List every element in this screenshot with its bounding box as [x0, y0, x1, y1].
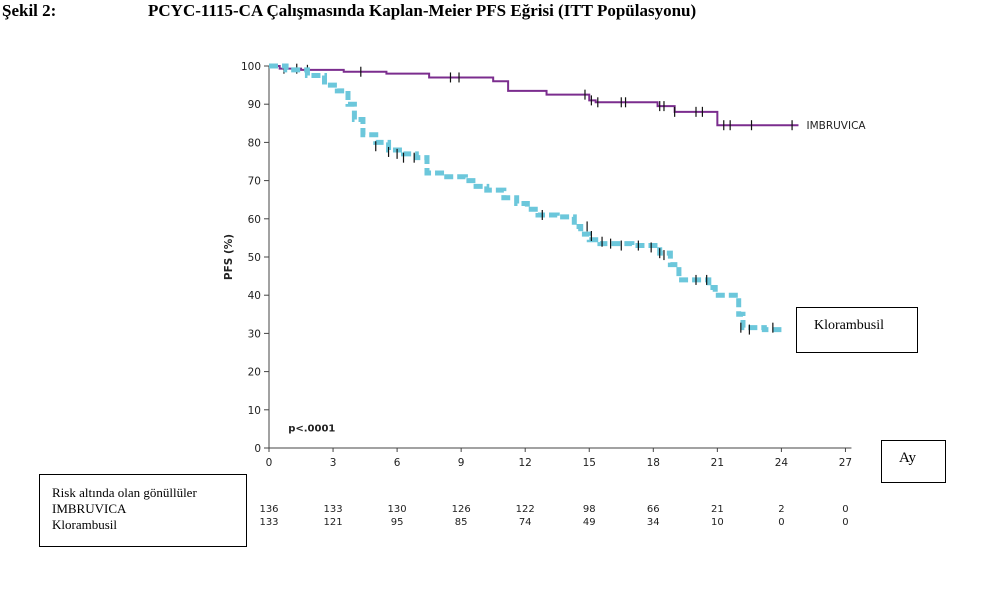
- y-tick-label: 50: [248, 252, 261, 264]
- risk-count-imbruvica: 0: [842, 504, 849, 515]
- risk-count-imbruvica: 126: [451, 504, 471, 515]
- y-axis-label: PFS (%): [223, 234, 235, 280]
- y-tick-label: 80: [248, 137, 261, 149]
- x-tick-label: 3: [330, 457, 337, 469]
- risk-count-imbruvica: 2: [778, 504, 785, 515]
- risk-count-imbruvica: 122: [515, 504, 535, 515]
- y-tick-label: 30: [248, 328, 261, 340]
- x-axis-label: Ay: [899, 450, 916, 466]
- x-tick-label: 0: [266, 457, 273, 469]
- klorambusil-curve: [269, 63, 784, 333]
- x-tick-label: 15: [583, 457, 596, 469]
- risk-count-klorambusil: 74: [518, 517, 532, 528]
- chart-curves: [269, 63, 799, 335]
- x-tick-label: 9: [458, 457, 465, 469]
- klorambusil-label-box: Klorambusil: [796, 307, 918, 353]
- risk-count-imbruvica: 136: [259, 504, 279, 515]
- x-tick-label: 24: [775, 457, 789, 469]
- risk-table-header: Risk altında olan gönüllüler: [52, 485, 197, 500]
- chart-axes: 0 10 20 30 40 50 60 70 80 90 100 0 3 6 9 12 15 18 21 24 27: [241, 61, 852, 469]
- imbruvica-curve: [269, 65, 799, 127]
- risk-count-klorambusil: 34: [646, 517, 660, 528]
- y-tick-label: 90: [248, 99, 261, 111]
- x-tick-label: 12: [519, 457, 532, 469]
- figure-title-text: PCYC-1115-CA Çalışmasında Kaplan-Meier P…: [148, 1, 697, 20]
- risk-count-klorambusil: 121: [323, 517, 343, 528]
- risk-count-klorambusil: 10: [710, 517, 724, 528]
- risk-count-imbruvica: 130: [387, 504, 407, 515]
- y-tick-label: 0: [254, 443, 261, 455]
- x-tick-label: 21: [711, 457, 724, 469]
- p-value-annotation: p<.0001: [288, 424, 335, 435]
- y-tick-label: 10: [248, 405, 261, 417]
- risk-count-klorambusil: 85: [454, 517, 468, 528]
- risk-count-imbruvica: 98: [582, 504, 596, 515]
- x-tick-label: 6: [394, 457, 401, 469]
- risk-row-label-klorambusil: Klorambusil: [52, 517, 117, 532]
- imbruvica-curve-label: IMBRUVICA: [806, 120, 866, 132]
- risk-row-label-imbruvica: IMBRUVICA: [52, 501, 127, 516]
- risk-count-klorambusil: 95: [390, 517, 404, 528]
- y-tick-label: 70: [248, 176, 261, 188]
- risk-count-imbruvica: 66: [646, 504, 660, 515]
- klorambusil-label: Klorambusil: [814, 318, 884, 333]
- risk-count-imbruvica: 21: [710, 504, 724, 515]
- risk-count-klorambusil: 0: [778, 517, 785, 528]
- x-tick-label: 18: [647, 457, 660, 469]
- x-axis-label-box: Ay: [881, 440, 946, 483]
- y-tick-label: 20: [248, 367, 261, 379]
- risk-count-klorambusil: 49: [582, 517, 596, 528]
- risk-count-imbruvica: 133: [323, 504, 343, 515]
- risk-table-labels: Risk altında olan gönüllüler IMBRUVICA K…: [39, 474, 247, 547]
- y-tick-label: 100: [241, 61, 261, 73]
- risk-count-klorambusil: 133: [259, 517, 279, 528]
- figure-title: Şekil 2: PCYC-1115-CA Çalışmasında Kaplan…: [2, 1, 696, 21]
- figure-number: Şekil 2:: [2, 1, 57, 20]
- y-tick-label: 40: [248, 290, 261, 302]
- risk-count-klorambusil: 0: [842, 517, 849, 528]
- y-tick-label: 60: [248, 214, 261, 226]
- x-tick-label: 27: [839, 457, 852, 469]
